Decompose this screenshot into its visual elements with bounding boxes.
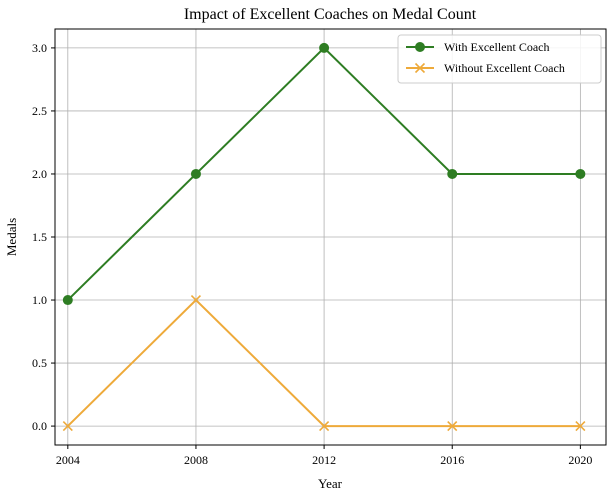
legend-marker [414,62,426,74]
legend: With Excellent Coach Without Excellent Co… [397,34,602,84]
series-2 [62,294,586,432]
y-tick-label: 0.0 [32,419,47,433]
data-point [190,168,201,179]
legend-label: With Excellent Coach [444,40,549,54]
x-tick-label: 2020 [568,453,592,467]
x-tick-label: 2004 [56,453,80,467]
marker-stroke [319,421,330,432]
series-layer [62,42,586,432]
y-tick-label: 2.5 [32,104,47,118]
y-tick-label: 1.5 [32,230,47,244]
y-tick-label: 3.0 [32,41,47,55]
tick-labels: 2004 2008 2012 2016 2020 0.0 0.5 1.0 1.5 2.0 2.5 3.… [32,41,592,467]
x-axis-label: Year [318,476,343,491]
data-point [190,294,202,306]
legend-item: Without Excellent Coach [406,61,565,75]
marker-stroke [414,62,426,74]
data-point [319,42,330,53]
legend-marker [415,42,425,52]
series-1 [62,42,586,306]
grid-lines [55,29,606,445]
data-point [575,421,586,432]
marker-stroke [190,294,202,306]
legend-label: Without Excellent Coach [444,61,565,75]
chart-title: Impact of Excellent Coaches on Medal Cou… [184,6,477,23]
legend-box [397,34,602,84]
legend-item: With Excellent Coach [406,40,549,54]
data-point [62,421,73,432]
data-point [575,168,586,179]
y-tick-label: 1.0 [32,293,47,307]
marker-stroke [447,421,458,432]
y-tick-label: 0.5 [32,356,47,370]
data-point [447,168,458,179]
y-tick-label: 2.0 [32,167,47,181]
x-tick-label: 2008 [184,453,208,467]
x-tick-label: 2012 [312,453,336,467]
x-tick-label: 2016 [440,453,464,467]
marker-stroke [575,421,586,432]
marker-stroke [62,421,73,432]
data-point [447,421,458,432]
y-axis-label: Medals [4,218,19,256]
data-point [62,295,73,306]
data-point [319,421,330,432]
